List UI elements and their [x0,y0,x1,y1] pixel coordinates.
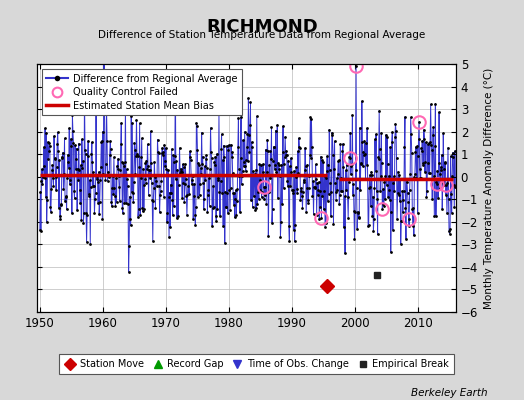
Text: Berkeley Earth: Berkeley Earth [411,388,487,398]
Text: Difference of Station Temperature Data from Regional Average: Difference of Station Temperature Data f… [99,30,425,40]
Text: RICHMOND: RICHMOND [206,18,318,36]
Y-axis label: Monthly Temperature Anomaly Difference (°C): Monthly Temperature Anomaly Difference (… [484,67,494,309]
Legend: Station Move, Record Gap, Time of Obs. Change, Empirical Break: Station Move, Record Gap, Time of Obs. C… [60,354,454,374]
Legend: Difference from Regional Average, Quality Control Failed, Estimated Station Mean: Difference from Regional Average, Qualit… [41,69,242,115]
